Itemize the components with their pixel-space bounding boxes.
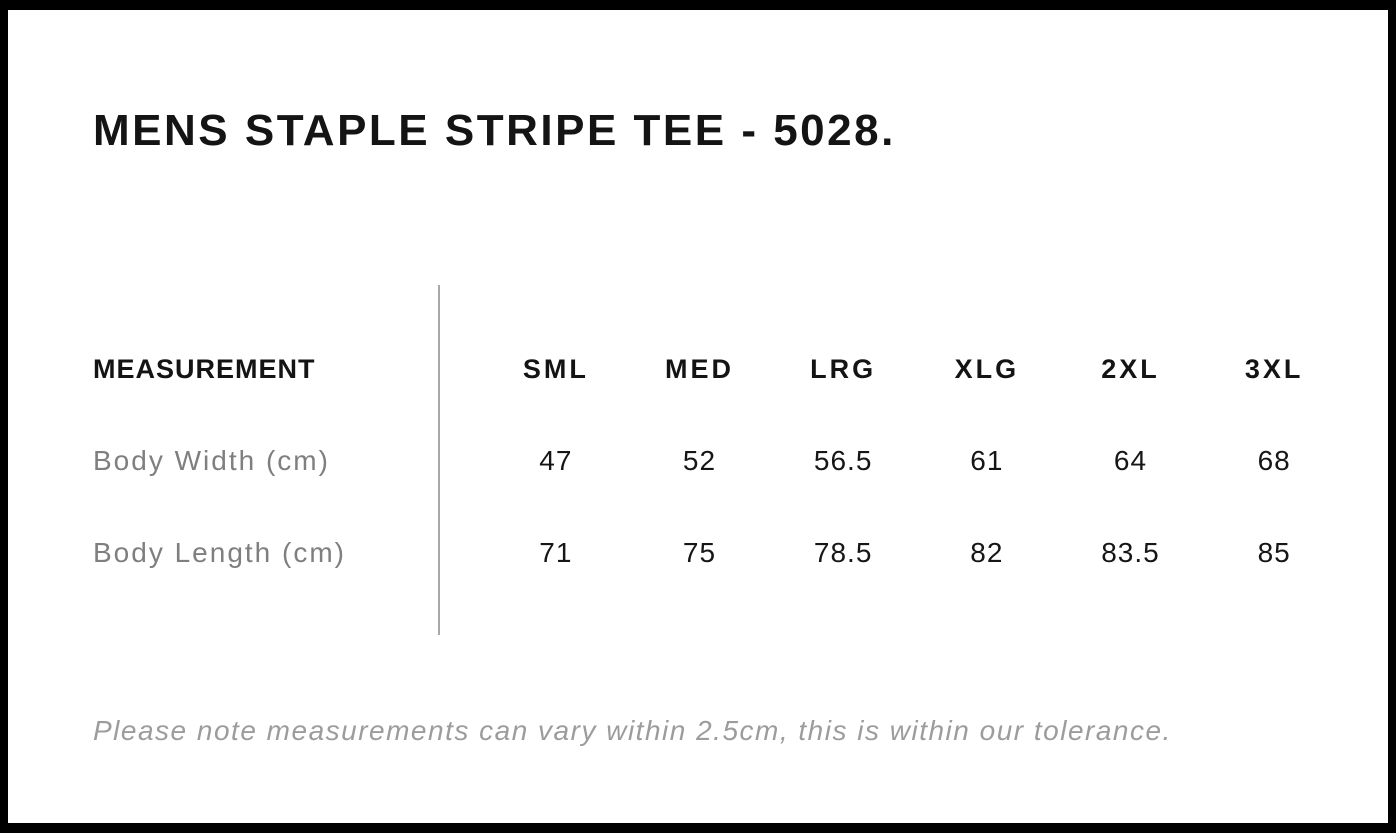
measurement-column-header: MEASUREMENT bbox=[93, 353, 316, 384]
body-width-value-sml: 47 bbox=[539, 445, 573, 476]
tolerance-note: Please note measurements can vary within… bbox=[93, 715, 1172, 746]
size-chart-table: MEASUREMENT SML MED LRG XLG 2XL 3XL Body… bbox=[93, 323, 1346, 599]
body-length-value-xlg: 82 bbox=[970, 537, 1004, 568]
size-column-header-med: MED bbox=[664, 353, 734, 384]
size-column-header-2xl: 2XL bbox=[1101, 353, 1160, 384]
body-length-value-2xl: 83.5 bbox=[1101, 537, 1160, 568]
body-width-value-xlg: 61 bbox=[970, 445, 1004, 476]
body-width-value-lrg: 56.5 bbox=[813, 445, 873, 476]
body-length-value-3xl: 85 bbox=[1257, 537, 1291, 568]
body-length-value-sml: 71 bbox=[539, 537, 573, 568]
size-column-header-3xl: 3XL bbox=[1244, 353, 1304, 384]
body-width-value-3xl: 68 bbox=[1257, 445, 1291, 476]
size-column-header-sml: SML bbox=[522, 353, 589, 384]
size-column-header-lrg: LRG bbox=[810, 353, 877, 384]
body-length-value-lrg: 78.5 bbox=[813, 537, 873, 568]
body-width-value-2xl: 64 bbox=[1113, 445, 1148, 476]
table-vertical-divider bbox=[438, 285, 440, 635]
row-label-body-length: Body Length (cm) bbox=[93, 537, 346, 568]
page-title: MENS STAPLE STRIPE TEE - 5028. bbox=[93, 106, 896, 155]
body-width-value-med: 52 bbox=[682, 445, 717, 476]
size-column-header-xlg: XLG bbox=[954, 353, 1020, 384]
body-length-value-med: 75 bbox=[682, 537, 717, 568]
row-label-body-width: Body Width (cm) bbox=[93, 445, 330, 476]
